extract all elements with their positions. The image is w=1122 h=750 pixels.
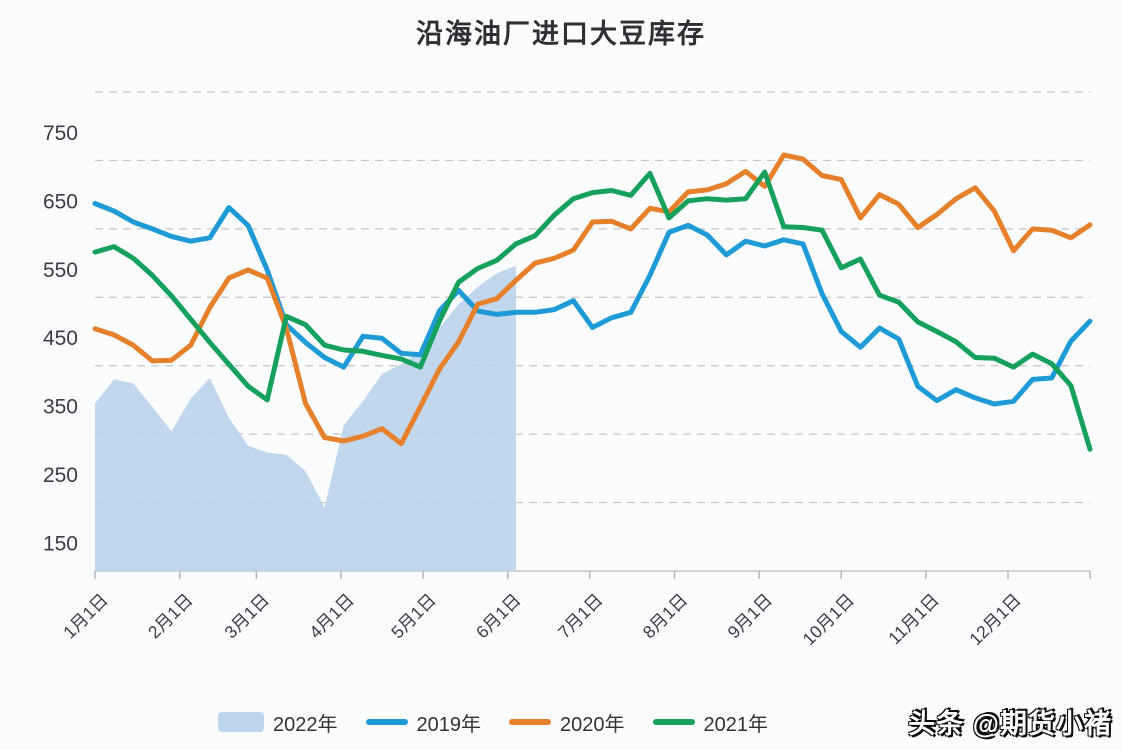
series-line-2021年	[92, 169, 1093, 452]
series-layer	[92, 152, 1093, 571]
x-tick-label: 10月1日	[799, 590, 859, 650]
series-line-2019年	[92, 201, 1093, 407]
gridlines	[95, 91, 1090, 504]
y-tick-label: 350	[43, 396, 78, 419]
x-tick-label: 11月1日	[884, 590, 943, 649]
y-tick-label: 150	[43, 533, 78, 556]
legend-swatch-line-2021年	[652, 719, 695, 725]
x-tick-label: 9月1日	[723, 590, 776, 643]
x-tick-label: 4月1日	[305, 590, 358, 643]
legend-item-2019年: 2019年	[365, 708, 482, 737]
y-axis-labels: 150 250 350 450 550 650 750	[43, 122, 78, 556]
x-tick-label: 1月1日	[59, 590, 112, 643]
y-tick-label: 650	[43, 190, 78, 213]
x-tick-label: 3月1日	[220, 590, 273, 643]
legend: 2022年 2019年 2020年 2021年	[0, 704, 1002, 740]
x-tick-label: 8月1日	[639, 590, 692, 643]
x-axis-labels: 1月1日 2月1日 3月1日 4月1日 5月1日 6月1日 7月1日 8月1日 9月1日 10月1…	[59, 590, 1025, 650]
legend-item-2020年: 2020年	[509, 708, 625, 737]
x-tick-label: 7月1日	[554, 590, 607, 643]
x-tick-label: 2月1日	[144, 590, 197, 643]
y-tick-label: 550	[43, 259, 78, 282]
legend-swatch-line-2020年	[509, 719, 551, 725]
y-tick-label: 250	[43, 464, 78, 487]
legend-swatch-area-2022年	[218, 712, 264, 732]
y-tick-label: 450	[43, 327, 78, 350]
legend-item-2022年: 2022年	[218, 708, 338, 737]
y-tick-label: 750	[43, 122, 78, 145]
x-tick-label: 12月1日	[965, 590, 1025, 650]
series-area-2022年	[95, 265, 516, 571]
legend-swatch-line-2019年	[365, 719, 408, 725]
series-line-2020年	[92, 152, 1093, 447]
legend-item-2021年: 2021年	[652, 708, 769, 737]
legend-label: 2022年	[273, 713, 338, 736]
chart-title: 沿海油厂进口大豆库存	[416, 19, 706, 49]
legend-label: 2021年	[703, 713, 769, 736]
legend-label: 2020年	[560, 713, 625, 736]
legend-label: 2019年	[416, 713, 482, 736]
x-tick-label: 6月1日	[472, 590, 525, 643]
x-tick-label: 5月1日	[387, 590, 440, 643]
axes	[94, 570, 1091, 579]
watermark: 头条 @期货小褚	[908, 709, 1112, 739]
